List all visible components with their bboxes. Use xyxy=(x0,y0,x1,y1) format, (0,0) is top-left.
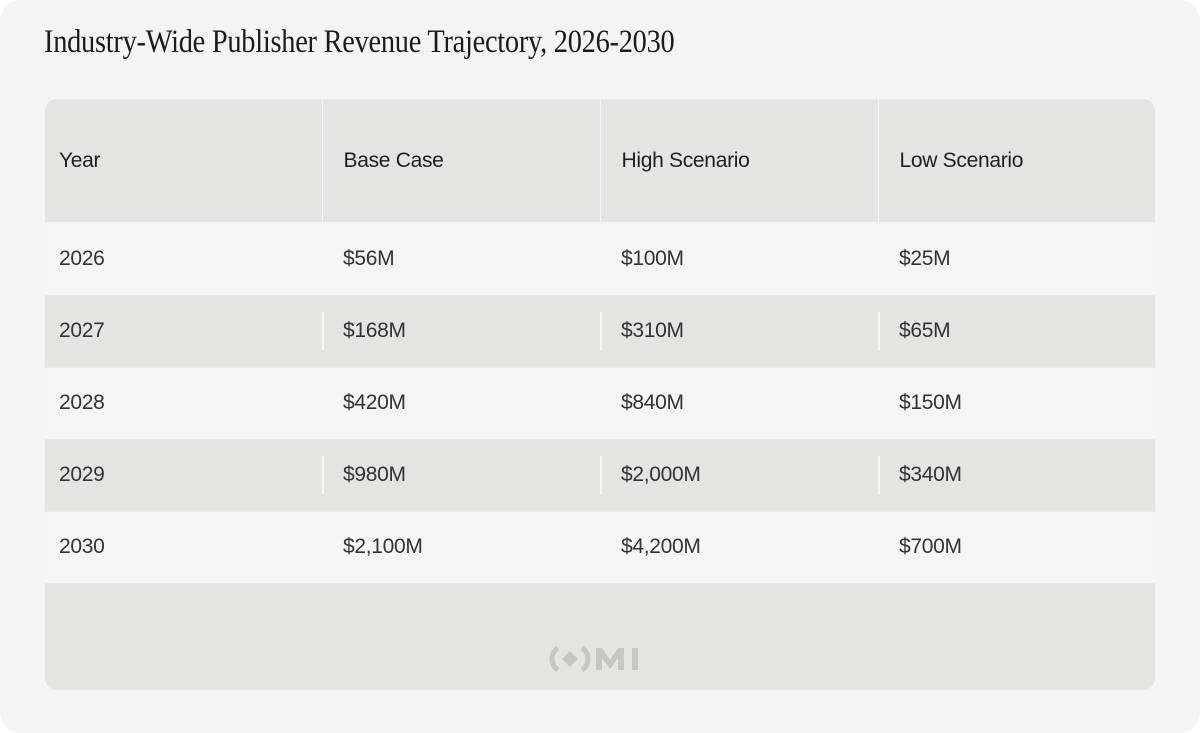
table-row: 2027 $168M $310M $65M xyxy=(45,295,1155,368)
revenue-table-container: Year Base Case High Scenario Low Scenari… xyxy=(45,99,1155,690)
cell-high-scenario: $2,000M xyxy=(600,439,878,512)
cell-base-case: $420M xyxy=(322,367,600,440)
table-footer xyxy=(45,585,1155,690)
cell-year: 2027 xyxy=(45,295,322,368)
table-row: 2030 $2,100M $4,200M $700M xyxy=(45,511,1155,584)
revenue-table: Year Base Case High Scenario Low Scenari… xyxy=(45,99,1155,584)
column-header-year: Year xyxy=(45,99,322,224)
cell-low-scenario: $340M xyxy=(878,439,1155,512)
cell-year: 2028 xyxy=(45,367,322,440)
column-header-high-scenario: High Scenario xyxy=(599,99,878,224)
cell-high-scenario: $100M xyxy=(600,223,878,296)
cell-low-scenario: $25M xyxy=(878,223,1155,296)
cell-year: 2029 xyxy=(45,439,322,512)
cell-low-scenario: $700M xyxy=(878,511,1155,584)
omi-logo-icon xyxy=(549,645,638,673)
cell-base-case: $168M xyxy=(322,295,600,368)
cell-high-scenario: $4,200M xyxy=(600,511,878,584)
cell-high-scenario: $310M xyxy=(600,295,878,368)
table-row: 2028 $420M $840M $150M xyxy=(45,367,1155,440)
cell-low-scenario: $65M xyxy=(878,295,1155,368)
table-row: 2026 $56M $100M $25M xyxy=(45,223,1155,296)
cell-base-case: $2,100M xyxy=(322,511,600,584)
cell-base-case: $980M xyxy=(322,439,600,512)
cell-year: 2026 xyxy=(45,223,322,296)
chart-title: Industry-Wide Publisher Revenue Trajecto… xyxy=(44,24,675,60)
cell-base-case: $56M xyxy=(322,223,600,296)
column-header-low-scenario: Low Scenario xyxy=(877,99,1155,224)
table-row: 2029 $980M $2,000M $340M xyxy=(45,439,1155,512)
column-header-base-case: Base Case xyxy=(321,99,600,224)
cell-year: 2030 xyxy=(45,511,322,584)
cell-low-scenario: $150M xyxy=(878,367,1155,440)
table-header-row: Year Base Case High Scenario Low Scenari… xyxy=(45,99,1155,224)
cell-high-scenario: $840M xyxy=(600,367,878,440)
